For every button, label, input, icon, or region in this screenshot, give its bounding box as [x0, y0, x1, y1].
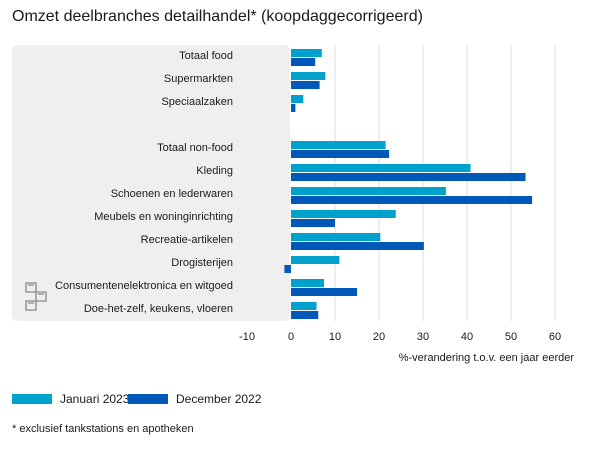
x-tick-label: 30	[417, 331, 429, 343]
legend-item-december: December 2022	[128, 392, 261, 406]
x-tick-label: -10	[239, 331, 255, 343]
bar-januari-2023	[291, 279, 324, 287]
bar-december-2022	[291, 81, 320, 89]
bar-december-2022	[291, 242, 424, 250]
bar-januari-2023	[291, 141, 386, 149]
x-tick-label: 20	[373, 331, 385, 343]
bar-december-2022	[291, 104, 296, 112]
bar-januari-2023	[291, 256, 340, 264]
x-axis-label: %-verandering t.o.v. een jaar eerder	[399, 352, 575, 364]
category-label: Totaal food	[179, 50, 233, 62]
category-label: Recreatie-artikelen	[141, 234, 233, 246]
category-label: Meubels en woninginrichting	[94, 211, 233, 223]
category-label: Consumentenelektronica en witgoed	[55, 280, 233, 292]
category-label: Doe-het-zelf, keukens, vloeren	[84, 303, 233, 315]
bar-december-2022	[291, 219, 335, 227]
bar-december-2022	[291, 58, 316, 66]
category-label: Speciaalzaken	[161, 96, 233, 108]
legend-swatch-december	[128, 394, 168, 404]
chart-title: Omzet deelbranches detailhandel* (koopda…	[12, 8, 423, 25]
bar-januari-2023	[291, 302, 317, 310]
bar-januari-2023	[291, 233, 381, 241]
footnote: * exclusief tankstations en apotheken	[12, 423, 194, 435]
bar-januari-2023	[291, 49, 322, 57]
bar-december-2022	[291, 311, 319, 319]
bar-december-2022	[291, 173, 526, 181]
label-panel	[12, 45, 290, 321]
legend-item-january: Januari 2023	[12, 392, 129, 406]
bar-januari-2023	[291, 72, 326, 80]
category-label: Drogisterijen	[171, 257, 233, 269]
x-tick-label: 40	[461, 331, 473, 343]
bar-januari-2023	[291, 210, 396, 218]
legend-label-january: Januari 2023	[60, 392, 130, 406]
bar-december-2022	[291, 150, 390, 158]
x-tick-label: 0	[288, 331, 294, 343]
category-label: Kleding	[196, 165, 233, 177]
bar-december-2022	[284, 265, 291, 273]
legend-label-december: December 2022	[176, 392, 262, 406]
bar-januari-2023	[291, 187, 446, 195]
legend-swatch-january	[12, 394, 52, 404]
x-tick-label: 60	[549, 331, 561, 343]
bar-december-2022	[291, 196, 533, 204]
bar-januari-2023	[291, 95, 304, 103]
category-label: Schoenen en lederwaren	[111, 188, 233, 200]
bar-december-2022	[291, 288, 357, 296]
x-tick-label: 50	[505, 331, 517, 343]
cbs-logo	[25, 282, 47, 311]
category-label: Totaal non-food	[157, 142, 233, 154]
category-label: Supermarkten	[164, 73, 233, 85]
x-tick-label: 10	[329, 331, 341, 343]
bar-januari-2023	[291, 164, 471, 172]
